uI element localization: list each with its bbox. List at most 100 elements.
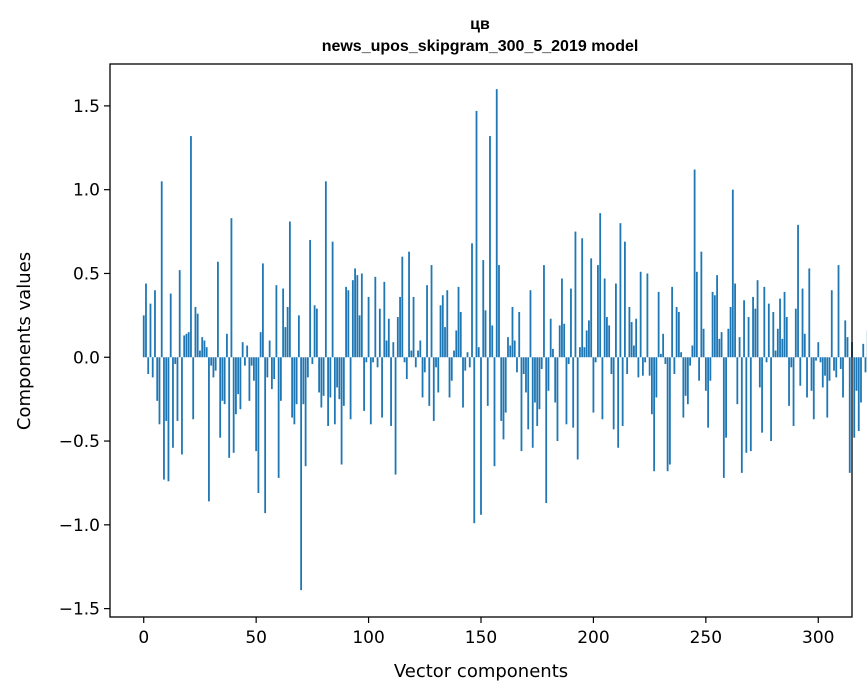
- bar-109: [387, 318, 390, 358]
- bar-18: [183, 335, 186, 358]
- bar-129: [432, 357, 435, 421]
- bar-317: [855, 357, 858, 391]
- bar-202: [597, 265, 599, 358]
- bar-24: [196, 313, 199, 358]
- bar-290: [794, 308, 797, 358]
- bar-55: [266, 357, 269, 378]
- bar-288: [790, 357, 793, 368]
- bar-212: [619, 223, 622, 358]
- bar-2: [147, 357, 150, 375]
- bar-12: [169, 293, 172, 358]
- bar-57: [270, 357, 273, 390]
- bar-254: [713, 295, 716, 358]
- bar-143: [464, 357, 467, 371]
- bar-164: [511, 306, 514, 358]
- bar-231: [662, 333, 665, 358]
- bar-38: [228, 357, 231, 458]
- bar-93: [351, 280, 354, 358]
- bar-49: [253, 357, 255, 381]
- bar-165: [513, 340, 516, 358]
- bar-321: [864, 357, 867, 373]
- bar-116: [403, 357, 406, 363]
- bar-300: [817, 342, 820, 358]
- bar-25: [199, 350, 201, 358]
- bar-192: [574, 231, 577, 358]
- bar-267: [743, 300, 745, 358]
- bar-240: [682, 357, 685, 418]
- x-tick-label: 150: [465, 628, 497, 648]
- bar-191: [572, 357, 575, 428]
- bar-225: [648, 357, 651, 376]
- bar-105: [378, 308, 381, 358]
- bar-40: [232, 357, 235, 453]
- bar-272: [754, 308, 757, 358]
- bar-203: [599, 213, 602, 358]
- bar-86: [336, 357, 338, 388]
- bar-180: [547, 357, 550, 391]
- bar-94: [354, 268, 356, 358]
- bar-54: [264, 357, 267, 514]
- bar-266: [740, 357, 743, 473]
- bar-14: [174, 357, 177, 364]
- bar-270: [749, 357, 752, 452]
- bar-175: [536, 357, 539, 426]
- bar-80: [322, 357, 325, 396]
- bar-96: [358, 315, 361, 358]
- bar-82: [327, 357, 329, 426]
- bar-88: [340, 357, 343, 465]
- bar-103: [374, 276, 377, 358]
- bar-205: [603, 278, 606, 358]
- bar-221: [639, 271, 642, 358]
- bar-36: [223, 357, 226, 405]
- bar-62: [282, 288, 285, 358]
- x-tick-label: 50: [245, 628, 267, 648]
- bar-43: [239, 357, 242, 410]
- bar-139: [455, 330, 458, 358]
- bar-276: [763, 286, 766, 358]
- x-tick-label: 250: [690, 628, 722, 648]
- bar-222: [641, 357, 644, 376]
- bar-211: [617, 357, 620, 448]
- bar-133: [441, 295, 444, 358]
- bar-287: [788, 357, 790, 406]
- bar-277: [765, 357, 768, 363]
- bar-238: [677, 312, 680, 358]
- bar-196: [583, 347, 586, 358]
- bar-115: [401, 256, 404, 358]
- bar-233: [666, 357, 669, 472]
- bar-161: [504, 357, 507, 413]
- bar-61: [279, 357, 282, 401]
- bar-169: [522, 357, 525, 375]
- bar-242: [686, 357, 689, 405]
- bar-87: [338, 357, 341, 400]
- bar-312: [844, 320, 847, 358]
- bar-261: [729, 306, 732, 358]
- y-tick-label: −1.0: [59, 516, 100, 536]
- bar-120: [412, 296, 415, 358]
- bar-207: [608, 325, 611, 358]
- bar-33: [217, 261, 219, 358]
- bar-223: [644, 357, 647, 363]
- bar-210: [615, 283, 617, 358]
- bar-171: [527, 357, 530, 430]
- bar-241: [684, 357, 687, 396]
- bar-158: [498, 265, 500, 358]
- bar-5: [154, 290, 156, 358]
- bar-121: [414, 357, 417, 368]
- bar-182: [552, 348, 554, 358]
- bar-141: [459, 312, 462, 358]
- bar-106: [381, 357, 383, 418]
- y-tick-label: 0.5: [73, 264, 100, 284]
- bar-83: [329, 357, 332, 398]
- bar-112: [394, 357, 397, 475]
- bar-313: [846, 337, 849, 358]
- bar-37: [226, 333, 228, 358]
- bar-319: [860, 357, 862, 403]
- bar-213: [621, 357, 624, 426]
- bar-237: [675, 306, 678, 358]
- bar-15: [176, 357, 179, 421]
- bar-257: [720, 332, 723, 358]
- chart-title-line1: цв: [470, 16, 490, 33]
- y-tick-label: 1.0: [73, 181, 100, 201]
